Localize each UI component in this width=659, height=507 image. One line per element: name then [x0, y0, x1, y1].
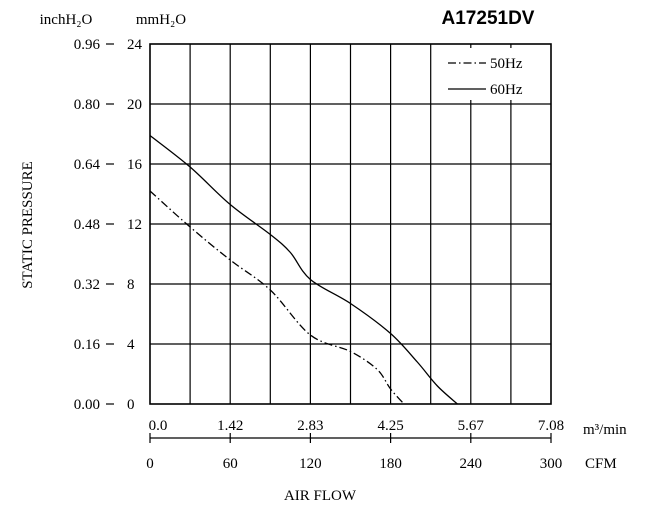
y-mm-unit: mmH₂O: [136, 12, 186, 28]
x-cfm-tick-label: 300: [540, 456, 563, 472]
y-inch-tick-label: 0.48: [74, 217, 100, 233]
x-axis-title: AIR FLOW: [284, 488, 357, 504]
axes: 0.00 00.16 40.32 80.48 120.64 160.80 200.96 240…: [74, 37, 564, 472]
y-mm-tick-label: 16: [127, 157, 143, 173]
chart-title: A17251DV: [442, 8, 535, 29]
x-m3-tick-label: 7.08: [538, 418, 564, 434]
legend-label-60hz: 60Hz: [490, 82, 523, 98]
series-line-60hz: [149, 134, 458, 405]
x-cfm-tick-label: 180: [379, 456, 402, 472]
plot-frame: [149, 43, 552, 405]
y-mm-tick-label: 0: [127, 397, 135, 413]
x-cfm-tick-label: 60: [223, 456, 238, 472]
legend-label-50hz: 50Hz: [490, 56, 523, 72]
y-mm-tick-label: 8: [127, 277, 135, 293]
y-mm-tick-label: 4: [127, 337, 135, 353]
x-m3-tick-label: 2.83: [297, 418, 323, 434]
series-layer: [149, 134, 458, 405]
y-inch-tick-label: 0.80: [74, 97, 100, 113]
y-inch-tick-label: 0.16: [74, 337, 101, 353]
series-line-50hz: [149, 190, 405, 405]
y-mm-tick-label: 12: [127, 217, 142, 233]
grid: [150, 44, 551, 404]
x-top-unit: m³/min: [583, 422, 627, 438]
y-inch-tick-label: 0.00: [74, 397, 100, 413]
x-bottom-unit: CFM: [585, 456, 617, 472]
x-m3-tick-label: 5.67: [458, 418, 485, 434]
x-m3-tick-label: 4.25: [377, 418, 403, 434]
x-m3-tick-label: 1.42: [217, 418, 243, 434]
y-inch-tick-label: 0.32: [74, 277, 100, 293]
legend-box: [438, 48, 544, 100]
y-mm-tick-label: 24: [127, 37, 143, 53]
y-inch-unit: inchH₂O: [40, 12, 93, 28]
x-cfm-tick-label: 240: [460, 456, 483, 472]
y-axis-title: STATIC PRESSURE: [20, 161, 36, 289]
legend: 50Hz 60Hz: [438, 48, 544, 100]
x-cfm-tick-label: 0: [146, 456, 154, 472]
x-m3-tick-label: 0.0: [149, 418, 168, 434]
y-inch-tick-label: 0.96: [74, 37, 101, 53]
y-inch-tick-label: 0.64: [74, 157, 101, 173]
x-cfm-tick-label: 120: [299, 456, 322, 472]
y-mm-tick-label: 20: [127, 97, 142, 113]
